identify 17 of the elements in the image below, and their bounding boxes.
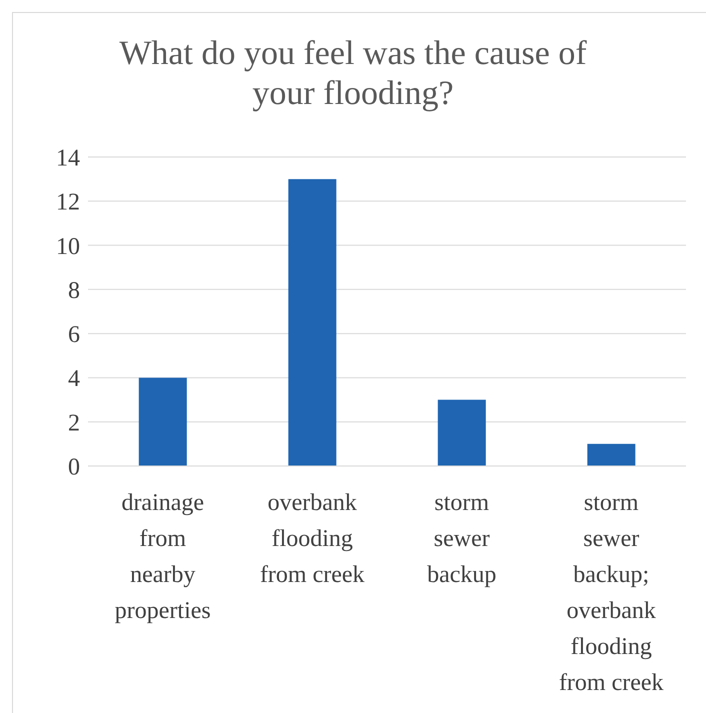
y-tick-label: 6 [68, 322, 80, 348]
y-tick-label: 0 [68, 454, 80, 481]
y-tick-label: 8 [68, 278, 80, 304]
y-tick-label: 2 [68, 410, 80, 436]
x-tick-label: drainage from nearby properties [114, 490, 211, 624]
x-tick-label: storm sewer backup [427, 490, 496, 588]
bar [288, 179, 336, 466]
y-tick-label: 12 [56, 190, 80, 216]
chart-title: What do you feel was the cause of your flooding? [118, 34, 588, 114]
x-tick-label: storm sewer backup; overbank flooding from creek [558, 490, 664, 696]
y-tick-label: 10 [56, 234, 80, 260]
bar [138, 378, 187, 466]
x-tick-label: overbank flooding from creek [260, 490, 365, 588]
y-tick-label: 14 [56, 146, 80, 172]
bar [438, 400, 486, 466]
bar [587, 444, 636, 466]
y-tick-label: 4 [68, 366, 80, 392]
